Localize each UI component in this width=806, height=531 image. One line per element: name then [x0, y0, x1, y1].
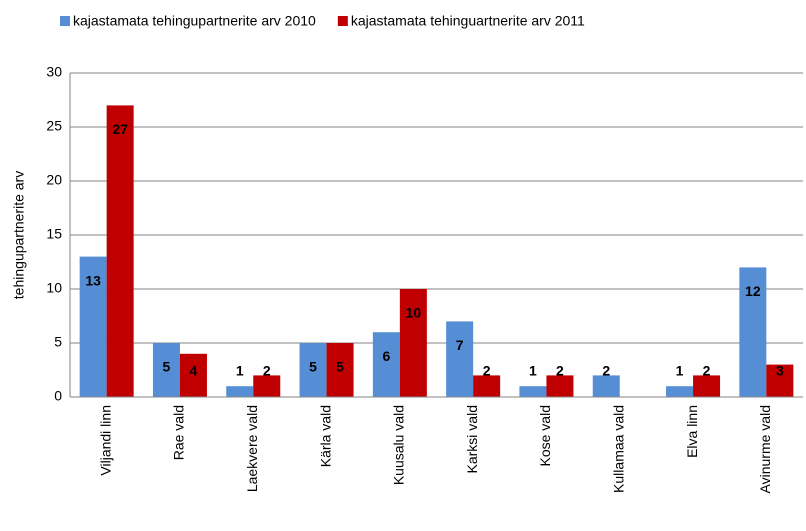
bar [152, 343, 180, 397]
bar [179, 353, 207, 397]
data-label: 2 [602, 363, 610, 379]
y-tick-label: 15 [46, 226, 62, 242]
x-tick-label: Kuusalu vald [391, 405, 407, 485]
bar [106, 105, 134, 398]
bar [666, 386, 694, 397]
data-label: 4 [190, 363, 198, 379]
legend-label: kajastamata tehinguartnerite arv 2011 [351, 13, 585, 29]
y-tick-label: 30 [46, 64, 62, 80]
bar [226, 386, 254, 397]
data-label: 2 [556, 363, 564, 379]
x-tick-label: Laekvere vald [244, 405, 260, 492]
bar [372, 332, 400, 397]
bar [326, 343, 354, 397]
data-label: 5 [309, 359, 317, 375]
data-label: 1 [676, 363, 684, 379]
x-tick-label: Karksi vald [464, 405, 480, 473]
data-label: 2 [703, 363, 711, 379]
y-tick-label: 10 [46, 280, 62, 296]
data-label: 1 [236, 363, 244, 379]
bar [693, 375, 721, 397]
data-label: 2 [263, 363, 271, 379]
y-tick-label: 20 [46, 172, 62, 188]
y-tick-label: 25 [46, 118, 62, 134]
x-tick-label: Kose vald [537, 405, 553, 466]
x-tick-label: Avinurme vald [757, 405, 773, 493]
bar [546, 375, 574, 397]
bar [446, 321, 474, 397]
bar [399, 289, 427, 397]
bar [79, 256, 107, 397]
legend-label: kajastamata tehingupartnerite arv 2010 [73, 13, 316, 29]
bar [739, 267, 767, 397]
data-label: 12 [745, 283, 761, 299]
bar [253, 375, 281, 397]
data-label: 13 [85, 272, 101, 288]
data-label: 2 [483, 363, 491, 379]
legend-swatch [60, 16, 70, 26]
legend-swatch [337, 16, 348, 26]
x-tick-label: Kullamaa vald [610, 405, 626, 493]
data-label: 7 [456, 337, 464, 353]
x-tick-label: Rae vald [171, 405, 187, 460]
data-label: 5 [336, 359, 344, 375]
bar [519, 386, 547, 397]
data-label: 27 [112, 121, 128, 137]
x-tick-label: Kärla vald [317, 405, 333, 467]
data-label: 3 [776, 363, 784, 379]
y-axis-title: tehingupartnerite arv [11, 171, 27, 299]
bar [766, 364, 794, 397]
bar [473, 375, 501, 397]
data-label: 1 [529, 363, 537, 379]
y-tick-label: 0 [54, 388, 62, 404]
data-label: 6 [382, 348, 390, 364]
bar [592, 375, 620, 397]
y-tick-label: 5 [54, 334, 62, 350]
x-tick-label: Elva linn [684, 405, 700, 458]
x-tick-label: Viljandi linn [97, 405, 113, 476]
data-label: 10 [406, 305, 422, 321]
bar [299, 343, 327, 397]
data-label: 5 [163, 359, 171, 375]
